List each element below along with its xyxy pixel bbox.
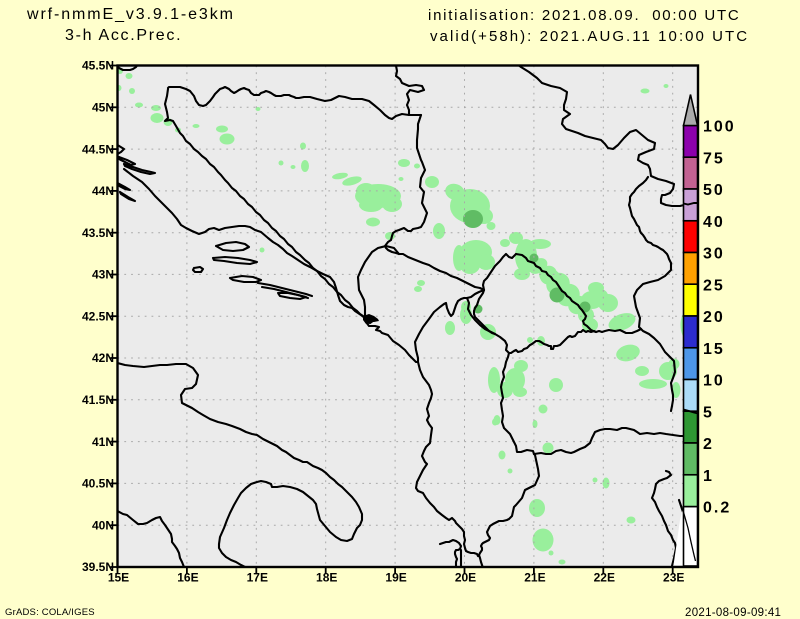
svg-text:2: 2 <box>703 436 714 453</box>
svg-text:42.5N: 42.5N <box>82 309 114 323</box>
svg-text:100: 100 <box>703 119 736 136</box>
svg-text:40N: 40N <box>92 518 114 532</box>
svg-text:40: 40 <box>703 214 725 231</box>
svg-text:39.5N: 39.5N <box>82 560 114 574</box>
svg-text:41.5N: 41.5N <box>82 393 114 407</box>
svg-text:20: 20 <box>703 309 725 326</box>
svg-text:21E: 21E <box>524 571 545 585</box>
svg-text:44.5N: 44.5N <box>82 142 114 156</box>
svg-text:0.2: 0.2 <box>703 500 731 517</box>
svg-text:25: 25 <box>703 277 725 294</box>
svg-text:15E: 15E <box>108 571 129 585</box>
svg-text:15: 15 <box>703 341 725 358</box>
svg-text:10: 10 <box>703 373 725 390</box>
svg-text:19E: 19E <box>385 571 406 585</box>
svg-text:20E: 20E <box>455 571 476 585</box>
svg-text:42N: 42N <box>92 351 114 365</box>
svg-text:5: 5 <box>703 404 714 421</box>
svg-text:50: 50 <box>703 182 725 199</box>
svg-text:45.5N: 45.5N <box>82 59 114 73</box>
svg-text:45N: 45N <box>92 101 114 115</box>
svg-text:43.5N: 43.5N <box>82 226 114 240</box>
svg-text:75: 75 <box>703 150 725 167</box>
svg-text:30: 30 <box>703 246 725 263</box>
svg-text:41N: 41N <box>92 435 114 449</box>
svg-text:16E: 16E <box>177 571 198 585</box>
svg-text:23E: 23E <box>663 571 684 585</box>
svg-text:1: 1 <box>703 468 714 485</box>
svg-text:44N: 44N <box>92 184 114 198</box>
svg-text:43N: 43N <box>92 268 114 282</box>
svg-text:17E: 17E <box>247 571 268 585</box>
svg-text:18E: 18E <box>316 571 337 585</box>
svg-text:22E: 22E <box>594 571 615 585</box>
svg-text:40.5N: 40.5N <box>82 477 114 491</box>
